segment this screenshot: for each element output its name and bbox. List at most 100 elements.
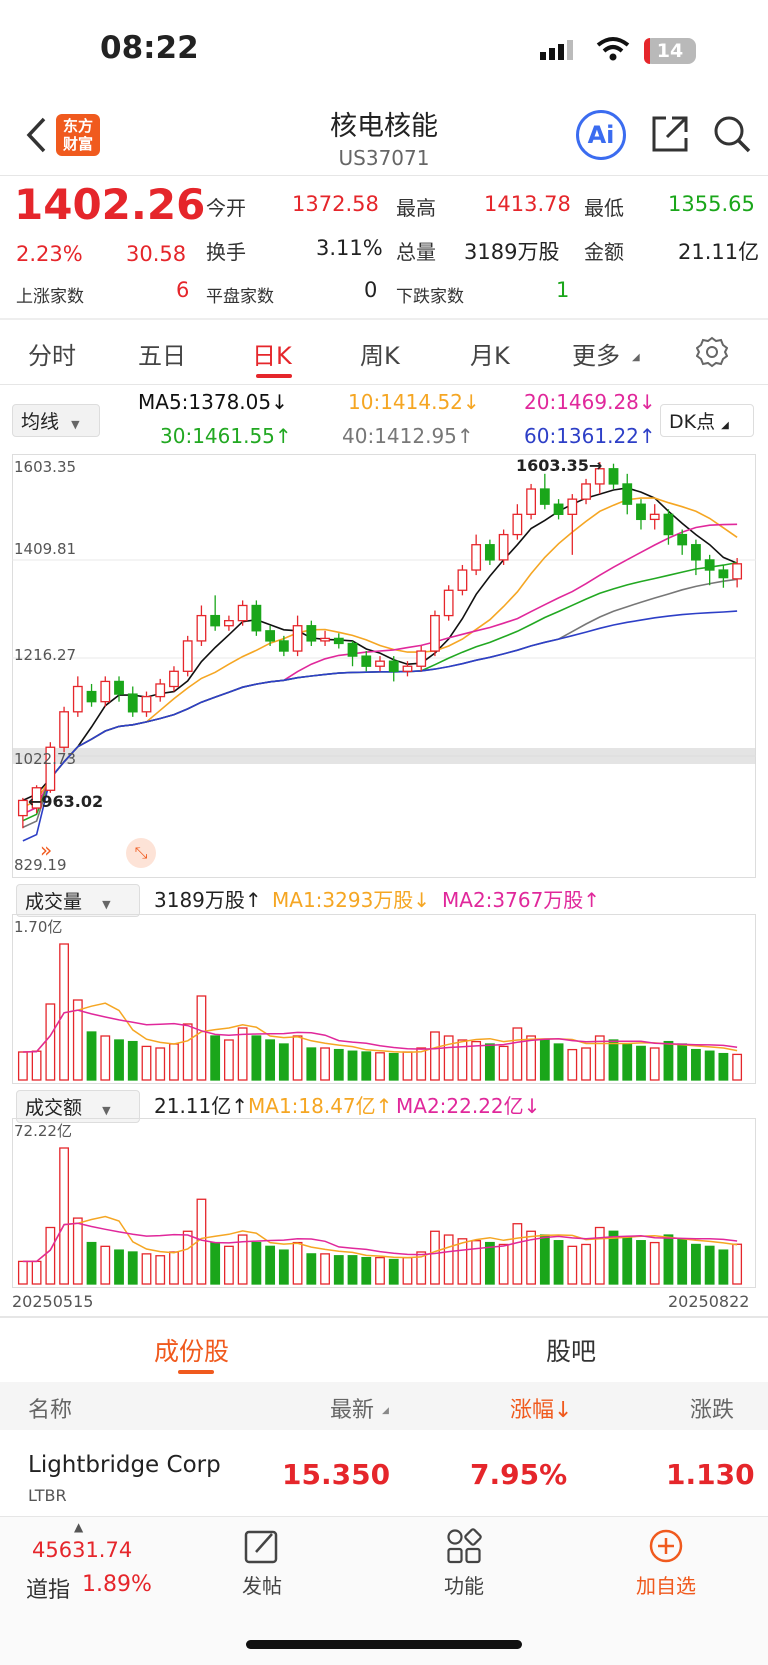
amount-current: 21.11亿↑	[154, 1094, 249, 1118]
double-chevron-icon[interactable]: »	[40, 838, 53, 862]
amount-ma2: MA2:22.22亿↓	[396, 1094, 541, 1118]
volume-bar	[691, 1048, 701, 1081]
expand-icon[interactable]: ⤡	[126, 838, 156, 868]
amount-selector[interactable]: 成交额 ▼	[16, 1090, 140, 1123]
candle-body	[732, 563, 743, 580]
table-row[interactable]: Lightbridge Corp LTBR 15.350 7.95% 1.130	[0, 1432, 768, 1516]
volume-bar	[306, 1047, 317, 1081]
candle-body	[484, 544, 495, 561]
chart-frame	[12, 454, 756, 878]
post-label[interactable]: 发帖	[242, 1574, 282, 1598]
candle-body	[704, 559, 715, 571]
open-label: 今开	[206, 196, 246, 220]
tab-components[interactable]: 成份股	[154, 1337, 230, 1366]
volume-bar	[17, 1051, 28, 1081]
volume-bar	[732, 1243, 743, 1285]
volume-bar	[72, 999, 83, 1081]
col-last[interactable]: 最新	[330, 1398, 375, 1423]
volume-bar	[155, 1255, 166, 1285]
volume-bar	[677, 1238, 688, 1285]
candle-body	[210, 614, 221, 627]
volume-bar	[45, 1003, 56, 1081]
tab-more[interactable]: 更多	[572, 342, 620, 370]
post-icon[interactable]	[244, 1528, 280, 1568]
candle-body	[443, 589, 454, 617]
volume-bar	[718, 1249, 729, 1285]
volume-bar	[471, 1040, 482, 1081]
candlestick-chart[interactable]	[12, 454, 756, 878]
volume-bar	[539, 1039, 550, 1081]
dk-point-button[interactable]: DK点 ◢	[660, 404, 754, 437]
col-pct[interactable]: 涨幅↓	[510, 1398, 573, 1423]
candle-body	[347, 642, 358, 657]
battery-icon: 14	[644, 38, 696, 64]
amount-chart	[12, 1118, 756, 1288]
volume-bar	[471, 1240, 482, 1285]
add-watchlist-icon[interactable]	[648, 1528, 684, 1568]
index-name: 道指	[26, 1578, 71, 1603]
tab-forum[interactable]: 股吧	[546, 1337, 597, 1366]
volume-bar	[237, 1234, 248, 1285]
tab-monthly-k[interactable]: 月K	[470, 342, 510, 370]
tab-daily-k[interactable]: 日K	[252, 342, 292, 370]
candle-body	[581, 483, 591, 500]
col-name[interactable]: 名称	[28, 1398, 73, 1423]
settings-icon[interactable]	[695, 336, 729, 372]
search-icon[interactable]	[712, 114, 752, 158]
share-icon[interactable]	[650, 114, 690, 158]
up-count: 6	[176, 278, 190, 302]
ma-selector[interactable]: 均线 ▼	[12, 404, 100, 437]
candle-body	[608, 468, 619, 485]
dk-caret-icon: ◢	[721, 420, 729, 431]
stock-code: LTBR	[28, 1486, 67, 1505]
volume-bar	[251, 1035, 262, 1081]
volume-bar	[649, 1241, 660, 1285]
candle-body	[402, 665, 413, 672]
volume-bar	[732, 1053, 743, 1081]
tab-weekly-k[interactable]: 周K	[360, 342, 400, 370]
ai-button[interactable]: Ai	[576, 110, 626, 160]
candle-body	[691, 544, 701, 561]
volume-bar	[526, 1230, 537, 1285]
tab-five-day[interactable]: 五日	[138, 342, 186, 370]
volume-bar	[347, 1255, 358, 1285]
volume-bar	[416, 1047, 427, 1081]
volume-dropdown-icon: ▼	[102, 898, 111, 911]
volume-selector[interactable]: 成交量 ▼	[16, 884, 140, 917]
volume-bar	[512, 1027, 523, 1081]
volume-bar	[484, 1043, 495, 1081]
volume-bar	[86, 1241, 97, 1285]
wifi-icon	[596, 36, 630, 66]
volume-bar	[567, 1048, 578, 1081]
tab-intraday[interactable]: 分时	[28, 342, 76, 370]
back-icon[interactable]	[24, 116, 48, 158]
volume-bar	[402, 1051, 413, 1081]
ma1-line	[22, 1215, 738, 1263]
col-chg[interactable]: 涨跌	[690, 1398, 735, 1423]
index-value[interactable]: 45631.74	[32, 1538, 133, 1562]
volume-bar	[59, 1147, 69, 1285]
volume-bar	[306, 1253, 317, 1285]
volume-bar	[347, 1050, 358, 1081]
volume-bar	[718, 1052, 729, 1081]
ma40-value: 40:1412.95↑	[342, 424, 474, 448]
add-watchlist-label[interactable]: 加自选	[636, 1574, 696, 1598]
function-icon[interactable]	[446, 1528, 482, 1568]
components-tab-indicator	[178, 1370, 214, 1374]
volume-bar	[196, 1198, 207, 1285]
volume-bar	[388, 1258, 399, 1285]
ma2-line	[22, 1009, 738, 1053]
stock-pct: 7.95%	[470, 1458, 568, 1491]
volume-selector-label: 成交量	[25, 891, 83, 913]
volume-bar	[677, 1043, 688, 1081]
volume-bar	[388, 1052, 399, 1081]
candle-body	[498, 533, 509, 561]
volume-bar	[114, 1249, 124, 1285]
volume-bar	[114, 1039, 124, 1081]
candle-body	[539, 488, 550, 505]
volume-bar	[45, 1226, 56, 1285]
turnover-value: 3.11%	[316, 236, 383, 260]
ma10-value: 10:1414.52↓	[348, 390, 480, 414]
volume-value: 3189万股	[464, 240, 560, 264]
function-label[interactable]: 功能	[444, 1574, 484, 1598]
